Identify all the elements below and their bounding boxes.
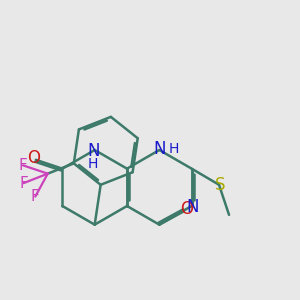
Text: F: F [19, 158, 27, 173]
Text: O: O [27, 149, 40, 167]
Text: H: H [168, 142, 179, 155]
Text: S: S [214, 176, 225, 194]
Text: F: F [19, 176, 28, 191]
Text: H: H [88, 157, 98, 171]
Text: N: N [186, 199, 199, 217]
Text: N: N [154, 140, 166, 158]
Text: F: F [31, 189, 40, 204]
Text: N: N [88, 142, 100, 160]
Text: O: O [180, 200, 193, 218]
